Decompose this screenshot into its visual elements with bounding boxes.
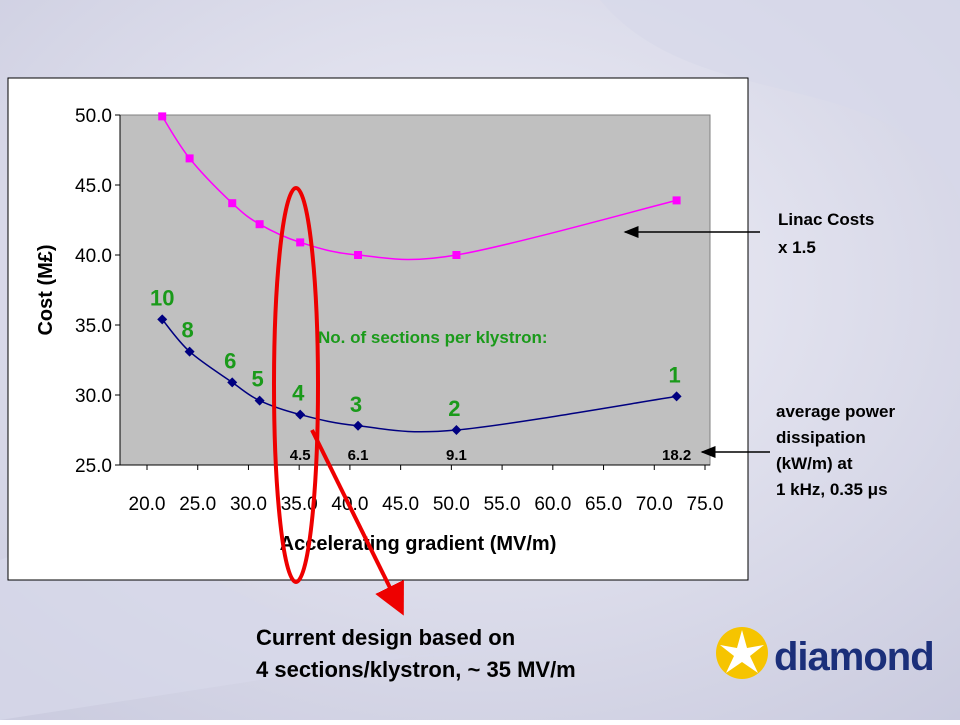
sections-label: 3 xyxy=(350,392,362,417)
marker xyxy=(353,420,364,431)
x-tick-label: 60.0 xyxy=(534,494,571,515)
red-arrow xyxy=(310,429,404,616)
power-label: 6.1 xyxy=(348,447,369,464)
x-axis-title: Accelerating gradient (MV/m) xyxy=(280,533,557,555)
power-note: average power xyxy=(776,402,895,421)
power-label: 18.2 xyxy=(662,447,691,464)
marker xyxy=(184,346,195,357)
linac-note: Linac Costs xyxy=(778,210,874,229)
power-label: 4.5 xyxy=(290,447,311,464)
marker xyxy=(255,220,264,229)
sections-label: 10 xyxy=(150,285,174,310)
power-label: 9.1 xyxy=(446,447,467,464)
y-tick-label: 50.0 xyxy=(75,106,112,127)
linac-note: x 1.5 xyxy=(778,238,816,257)
y-axis-title: Cost (M£) xyxy=(35,244,57,335)
marker xyxy=(157,314,168,325)
sections-label: 6 xyxy=(224,348,236,373)
highlight-ellipse xyxy=(272,186,320,584)
marker xyxy=(227,377,238,388)
marker xyxy=(185,154,194,163)
logo-icon xyxy=(716,627,768,679)
marker xyxy=(354,251,363,259)
x-tick-label: 65.0 xyxy=(585,494,622,515)
marker xyxy=(672,196,681,205)
marker xyxy=(451,425,462,435)
x-tick-label: 30.0 xyxy=(230,494,267,515)
plot-area xyxy=(119,114,711,466)
marker xyxy=(254,395,265,406)
x-tick-label: 25.0 xyxy=(179,494,216,515)
x-tick-label: 75.0 xyxy=(687,494,724,515)
marker xyxy=(452,251,461,259)
logo-text: diamond xyxy=(774,635,934,679)
sections-title: No. of sections per klystron: xyxy=(318,328,548,347)
notes: Linac Costs x 1.5 average power dissipation… xyxy=(256,210,935,682)
swirl xyxy=(600,0,960,200)
power-note: 1 kHz, 0.35 μs xyxy=(776,480,888,499)
sections-label: 8 xyxy=(181,318,193,343)
marker xyxy=(295,409,306,420)
y-tick-label: 35.0 xyxy=(75,316,112,337)
y-tick-label: 30.0 xyxy=(75,386,112,407)
marker xyxy=(228,199,237,208)
power-note: (kW/m) at xyxy=(776,454,853,473)
sections-label: 5 xyxy=(251,367,263,392)
x-tick-label: 55.0 xyxy=(484,494,521,515)
x-tick-label: 35.0 xyxy=(281,494,318,515)
y-tick-label: 40.0 xyxy=(75,246,112,267)
sections-label: 2 xyxy=(448,396,460,421)
x-tick-label: 20.0 xyxy=(129,494,166,515)
y-tick-label: 25.0 xyxy=(75,456,112,477)
marker xyxy=(671,391,682,402)
power-note: dissipation xyxy=(776,428,866,447)
marker xyxy=(158,112,167,121)
conclusion: Current design based on xyxy=(256,625,515,650)
x-tick-label: 45.0 xyxy=(382,494,419,515)
x-tick-label: 50.0 xyxy=(433,494,470,515)
x-tick-label: 70.0 xyxy=(636,494,673,515)
sections-label: 4 xyxy=(292,381,305,406)
conclusion: 4 sections/klystron, ~ 35 MV/m xyxy=(256,657,576,682)
chart: 25.0 30.0 35.0 40.0 45.0 50.0 20.0 25.0 30.0 35.0… xyxy=(35,106,723,555)
y-tick-label: 45.0 xyxy=(75,176,112,197)
sections-label: 1 xyxy=(668,362,680,387)
swirl xyxy=(0,543,520,720)
marker xyxy=(296,238,305,247)
